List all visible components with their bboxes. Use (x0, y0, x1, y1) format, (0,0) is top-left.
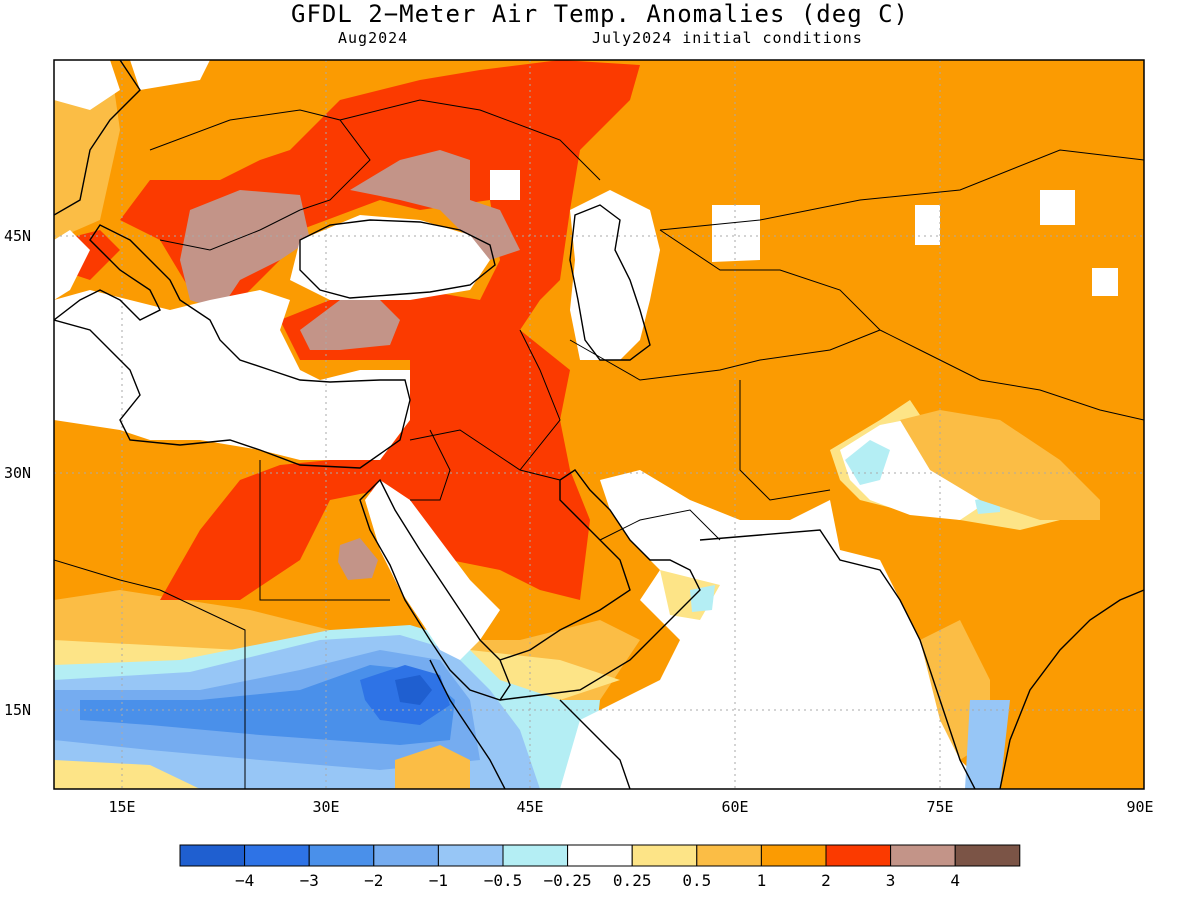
field-neutral-arabian-sea (560, 470, 990, 789)
field-neutral-iberia (54, 230, 90, 300)
colorbar-label: −3 (300, 871, 319, 890)
colorbar-swatch (760, 844, 827, 867)
field-cool-025-thar (845, 440, 890, 485)
field-neutral-mediterranean (54, 290, 410, 460)
colorbar-swatch (502, 844, 569, 867)
colorbar-label: 0.5 (682, 871, 711, 890)
colorbar-label: −0.5 (484, 871, 523, 890)
lat-tick-30n: 30N (4, 464, 31, 482)
colorbar-swatch (567, 844, 633, 867)
colorbar-label: 4 (950, 871, 960, 890)
field-cool-05-south-india (965, 700, 1010, 789)
lat-tick-45n: 45N (4, 227, 31, 245)
colorbar-label: 0.25 (613, 871, 652, 890)
field-warm-1-europe (54, 60, 120, 240)
field-neutral-tibet (1092, 268, 1118, 296)
lon-tick-30e: 30E (312, 798, 339, 816)
field-neutral-caspian (570, 190, 660, 360)
graticule (54, 60, 1144, 789)
colorbar-label: −4 (235, 871, 254, 890)
country-borders (54, 99, 1144, 789)
field-warm-1-horn (395, 745, 470, 789)
field-warm-05-south (54, 760, 200, 789)
field-neutral-northwest (54, 60, 120, 110)
initial-conditions: July2024 initial conditions (592, 29, 863, 47)
colorbar: −4 −3 −2 −1 −0.5 −0.25 0.25 0.5 1 2 3 4 (179, 844, 1021, 890)
field-very-warm-anatolia (300, 300, 400, 350)
field-neutral-russia (490, 170, 520, 200)
colorbar-label: −1 (429, 871, 448, 890)
field-very-warm-ukraine (350, 150, 520, 260)
colorbar-label: 1 (757, 871, 767, 890)
field-cool-025-oman (690, 585, 715, 612)
colorbar-label: 3 (886, 871, 896, 890)
map-frame (53, 59, 1145, 790)
colorbar-swatch (308, 844, 375, 867)
map-title: GFDL 2−Meter Air Temp. Anomalies (deg C) (291, 0, 909, 28)
colorbar-swatch (373, 844, 439, 867)
lon-tick-15e: 15E (108, 798, 135, 816)
field-cool-4 (395, 675, 432, 705)
colorbar-label: 2 (821, 871, 831, 890)
field-neutral-aral (712, 205, 760, 262)
lat-tick-15n: 15N (4, 701, 31, 719)
lon-tick-45e: 45E (516, 798, 543, 816)
lon-axis: 15E 30E 45E 60E 75E 90E (108, 798, 1153, 816)
lon-tick-75e: 75E (926, 798, 953, 816)
field-neutral-mongolia (1040, 190, 1075, 225)
lon-tick-90e: 90E (1126, 798, 1153, 816)
field-very-warm-egypt (338, 538, 378, 580)
colorbar-swatch (244, 844, 310, 867)
field-neutral-balkhash (915, 205, 940, 245)
field-warm-1-punjab (900, 410, 1100, 520)
colorbar-swatch (890, 844, 956, 867)
lat-axis: 45N 30N 15N (4, 227, 31, 719)
forecast-month: Aug2024 (338, 29, 409, 47)
colorbar-swatch (631, 844, 698, 867)
anomaly-field (54, 60, 1144, 789)
coastlines (54, 60, 1144, 789)
field-very-warm-balkans (180, 190, 310, 310)
lon-tick-60e: 60E (721, 798, 748, 816)
field-neutral-north (130, 60, 210, 90)
colorbar-swatch (954, 844, 1021, 867)
colorbar-swatch (696, 844, 762, 867)
colorbar-swatch (437, 844, 504, 867)
colorbar-swatch (179, 844, 246, 867)
colorbar-swatch (825, 844, 892, 867)
colorbar-label: −2 (364, 871, 383, 890)
colorbar-label: −0.25 (544, 871, 592, 890)
